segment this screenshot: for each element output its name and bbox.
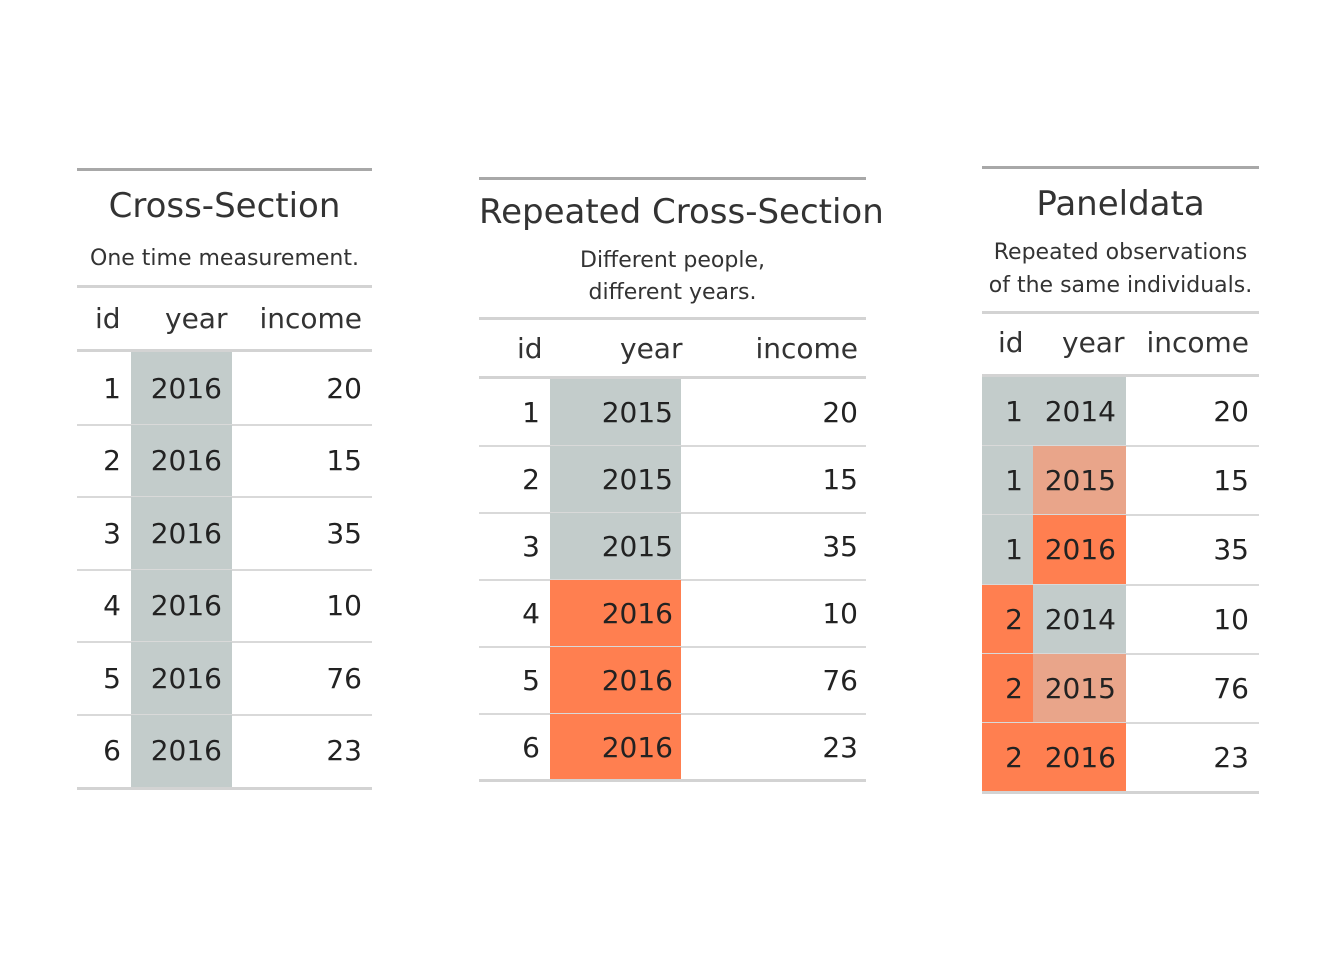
table-top-border [77,168,372,171]
cell-income: 23 [326,734,362,768]
column-header-id: id [517,332,543,365]
cell-year: 2016 [131,569,232,642]
header-bottom-rule [77,349,372,352]
table-bottom-rule [77,787,372,790]
table-subtitle: One time measurement. [90,246,359,271]
column-header-income: income [1146,326,1249,359]
cell-year: 2016 [550,580,681,647]
cell-income: 15 [822,463,858,496]
cell-income: 20 [326,371,362,405]
cell-year: 2016 [131,714,232,787]
cell-income: 15 [1213,464,1249,498]
column-header-year: year [620,332,683,365]
cell-income: 23 [822,731,858,764]
table-subtitle-line-1: Repeated observations [993,240,1248,265]
table-top-border [982,166,1259,169]
cell-income: 10 [326,589,362,623]
cell-id: 1 [103,371,121,405]
cell-year: 2015 [550,446,681,513]
cell-income: 15 [326,444,362,478]
column-header-id: id [998,326,1024,359]
cell-income: 20 [1213,395,1249,429]
cell-id: 2 [982,723,1033,793]
cell-year: 2016 [131,424,232,497]
cell-id: 1 [982,377,1033,447]
cell-id: 3 [103,516,121,550]
cell-id: 5 [103,661,121,695]
cell-year: 2015 [1033,446,1126,516]
header-bottom-rule [982,374,1259,377]
cell-income: 35 [326,516,362,550]
column-header-income: income [259,302,362,335]
cell-id: 6 [103,734,121,768]
cell-id: 3 [522,530,540,563]
cell-id: 2 [103,444,121,478]
cell-income: 76 [822,664,858,697]
cross-section-table: Cross-Section One time measurement. id y… [77,168,372,793]
cell-id: 1 [522,396,540,429]
cell-id: 2 [522,463,540,496]
repeated-cross-section-table: Repeated Cross-Section Different people,… [479,177,884,787]
cell-year: 2016 [131,352,232,425]
cell-year: 2016 [131,497,232,570]
cell-year: 2015 [550,513,681,580]
cell-id: 1 [982,515,1033,585]
table-subtitle-line-2: different years. [588,280,757,305]
table-title: Paneldata [1036,184,1205,224]
column-header-year: year [1062,326,1125,359]
cell-year: 2014 [1033,377,1126,447]
table-bottom-rule [982,791,1259,794]
cell-income: 20 [822,396,858,429]
table-bottom-rule [479,779,866,782]
column-header-income: income [755,332,858,365]
cell-id: 2 [982,584,1033,654]
cell-id: 6 [522,731,540,764]
cell-id: 5 [522,664,540,697]
header-top-rule [982,311,1259,314]
table-subtitle-line-2: of the same individuals. [988,273,1253,298]
cell-id: 4 [522,597,540,630]
cell-year: 2015 [550,379,681,446]
cell-year: 2016 [550,647,681,714]
paneldata-table: Paneldata Repeated observations of the s… [982,166,1259,798]
cell-year: 2016 [131,642,232,715]
table-subtitle-line-1: Different people, [580,248,765,273]
cell-id: 1 [982,446,1033,516]
cell-income: 10 [1213,602,1249,636]
column-header-year: year [165,302,228,335]
cell-income: 76 [326,661,362,695]
cell-income: 35 [1213,533,1249,567]
cell-year: 2015 [1033,653,1126,723]
cell-year: 2016 [1033,723,1126,793]
cell-income: 35 [822,530,858,563]
cell-income: 10 [822,597,858,630]
cell-id: 2 [982,653,1033,723]
header-top-rule [77,285,372,288]
cell-year: 2014 [1033,584,1126,654]
column-header-id: id [95,302,121,335]
cell-id: 4 [103,589,121,623]
header-top-rule [479,317,866,320]
cell-year: 2016 [550,714,681,781]
table-title: Repeated Cross-Section [479,192,884,232]
cell-year: 2016 [1033,515,1126,585]
cell-income: 23 [1213,741,1249,775]
cell-income: 76 [1213,671,1249,705]
header-bottom-rule [479,376,866,379]
table-title: Cross-Section [108,186,341,226]
table-top-border [479,177,866,180]
